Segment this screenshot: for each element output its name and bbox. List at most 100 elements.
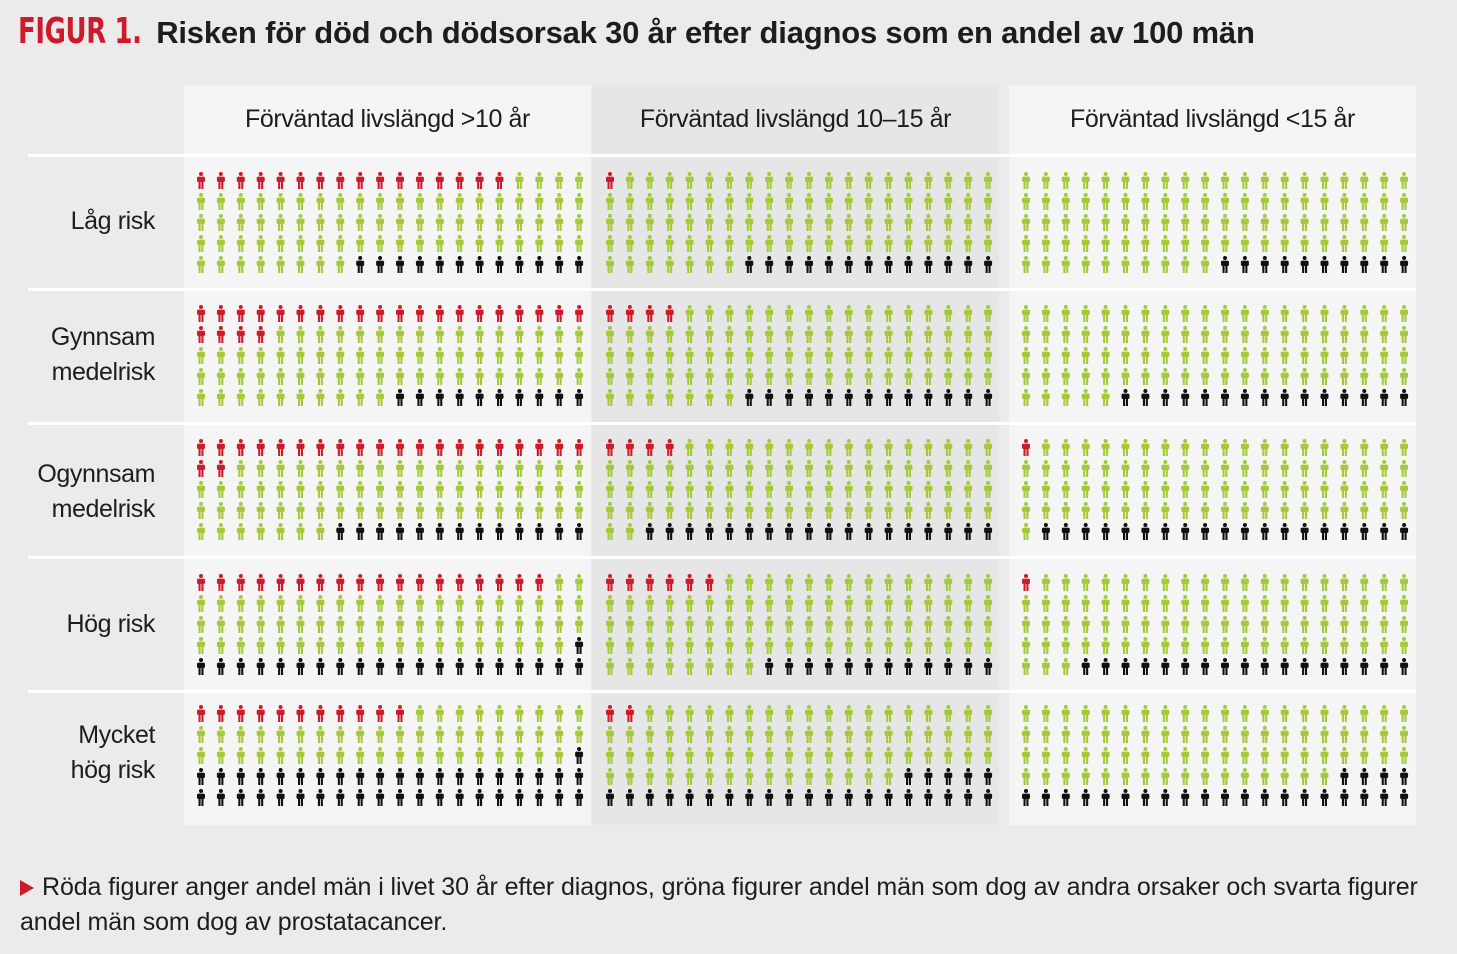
other-causes-person-icon (924, 481, 933, 498)
other-causes-person-icon (1161, 193, 1170, 210)
alive-person-icon (316, 574, 325, 591)
prostate-cancer-person-icon (1320, 789, 1329, 806)
other-causes-person-icon (725, 389, 734, 406)
other-causes-person-icon (984, 726, 993, 743)
other-causes-person-icon (1400, 460, 1409, 477)
alive-person-icon (276, 439, 285, 456)
prostate-cancer-person-icon (1201, 658, 1210, 675)
other-causes-person-icon (1022, 172, 1030, 189)
other-causes-person-icon (336, 637, 345, 654)
other-causes-person-icon (415, 502, 424, 519)
other-causes-person-icon (296, 389, 305, 406)
other-causes-person-icon (745, 502, 754, 519)
other-causes-person-icon (197, 389, 205, 406)
other-causes-person-icon (356, 460, 365, 477)
other-causes-person-icon (396, 637, 404, 654)
other-causes-person-icon (336, 214, 345, 231)
other-causes-person-icon (1280, 439, 1289, 456)
other-causes-person-icon (665, 595, 674, 612)
other-causes-person-icon (705, 193, 714, 210)
other-causes-person-icon (296, 326, 305, 343)
other-causes-person-icon (1141, 256, 1150, 273)
other-causes-person-icon (1181, 574, 1190, 591)
other-causes-person-icon (1022, 705, 1030, 722)
prostate-cancer-person-icon (864, 789, 873, 806)
prostate-cancer-person-icon (1280, 256, 1289, 273)
alive-person-icon (665, 574, 674, 591)
other-causes-person-icon (336, 389, 345, 406)
other-causes-person-icon (864, 214, 873, 231)
other-causes-person-icon (1260, 768, 1269, 785)
alive-person-icon (256, 705, 265, 722)
alive-person-icon (435, 305, 444, 322)
other-causes-person-icon (316, 747, 325, 764)
other-causes-person-icon (435, 214, 444, 231)
other-causes-person-icon (1400, 747, 1409, 764)
other-causes-person-icon (924, 726, 933, 743)
prostate-cancer-person-icon (575, 789, 584, 806)
other-causes-person-icon (745, 439, 754, 456)
other-causes-person-icon (1041, 347, 1050, 364)
other-causes-person-icon (665, 658, 674, 675)
other-causes-person-icon (1380, 460, 1389, 477)
figure-title-text: Risken för död och dödsorsak 30 år efter… (156, 15, 1255, 50)
other-causes-person-icon (924, 368, 933, 385)
other-causes-person-icon (1201, 347, 1210, 364)
prostate-cancer-person-icon (1221, 658, 1229, 675)
other-causes-person-icon (1041, 172, 1050, 189)
other-causes-person-icon (864, 368, 873, 385)
figure-label: FIGUR 1. (18, 11, 142, 52)
prostate-cancer-person-icon (475, 389, 484, 406)
other-causes-person-icon (785, 481, 794, 498)
other-causes-person-icon (984, 439, 993, 456)
other-causes-person-icon (1360, 368, 1369, 385)
other-causes-person-icon (1022, 256, 1030, 273)
prostate-cancer-person-icon (765, 658, 774, 675)
other-causes-person-icon (805, 326, 813, 343)
other-causes-person-icon (785, 326, 794, 343)
other-causes-person-icon (1161, 326, 1170, 343)
other-causes-person-icon (1061, 502, 1070, 519)
prostate-cancer-person-icon (555, 523, 564, 540)
other-causes-person-icon (575, 172, 584, 189)
other-causes-person-icon (824, 326, 833, 343)
other-causes-person-icon (1041, 326, 1050, 343)
other-causes-person-icon (495, 747, 504, 764)
other-causes-person-icon (625, 193, 634, 210)
alive-person-icon (336, 705, 345, 722)
other-causes-person-icon (1101, 347, 1110, 364)
other-causes-person-icon (336, 460, 345, 477)
alive-person-icon (475, 305, 484, 322)
other-causes-person-icon (495, 595, 504, 612)
other-causes-person-icon (316, 389, 325, 406)
alive-person-icon (356, 305, 365, 322)
other-causes-person-icon (1320, 235, 1329, 252)
other-causes-person-icon (785, 574, 794, 591)
other-causes-person-icon (1181, 616, 1190, 633)
other-causes-person-icon (236, 193, 245, 210)
other-causes-person-icon (665, 256, 674, 273)
alive-person-icon (336, 172, 345, 189)
other-causes-person-icon (356, 326, 365, 343)
prostate-cancer-person-icon (575, 637, 584, 654)
other-causes-person-icon (725, 595, 734, 612)
other-causes-person-icon (1300, 326, 1309, 343)
alive-person-icon (555, 439, 564, 456)
other-causes-person-icon (884, 326, 893, 343)
other-causes-person-icon (455, 368, 464, 385)
other-causes-person-icon (864, 747, 873, 764)
prostate-cancer-person-icon (1101, 789, 1110, 806)
other-causes-person-icon (685, 193, 694, 210)
other-causes-person-icon (256, 214, 265, 231)
other-causes-person-icon (1240, 460, 1249, 477)
other-causes-person-icon (924, 460, 933, 477)
other-causes-person-icon (1380, 439, 1389, 456)
other-causes-person-icon (725, 616, 734, 633)
prostate-cancer-person-icon (296, 658, 305, 675)
other-causes-person-icon (515, 347, 524, 364)
alive-person-icon (296, 574, 305, 591)
other-causes-person-icon (1041, 595, 1050, 612)
other-causes-person-icon (216, 214, 225, 231)
other-causes-person-icon (924, 214, 933, 231)
